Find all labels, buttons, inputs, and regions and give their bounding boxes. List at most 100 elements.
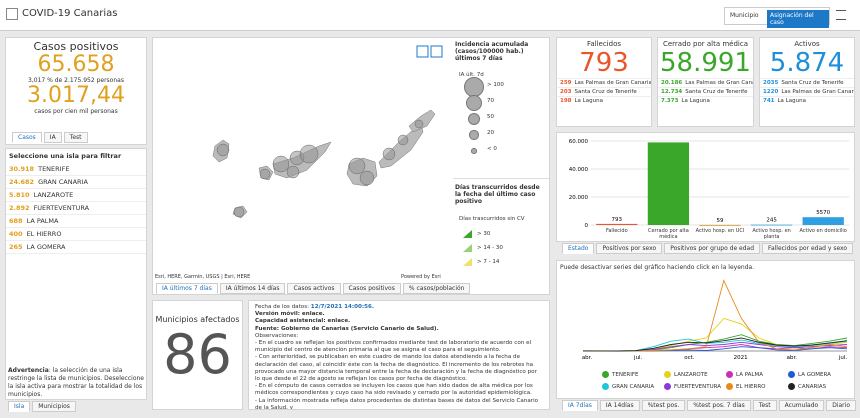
button[interactable]: Asignación del caso <box>767 10 829 28</box>
island-row[interactable]: 400 EL HIERRO <box>6 228 146 241</box>
circle <box>233 206 245 218</box>
tab[interactable]: Test <box>752 400 777 411</box>
layers-button[interactable] <box>430 45 443 58</box>
map <box>153 38 453 282</box>
kpi-row-value: 259 <box>560 80 572 86</box>
tab[interactable]: IA 7días <box>562 400 598 411</box>
legend-label: > 14 - 30 <box>477 245 503 251</box>
legend-label: EL HIERRO <box>736 383 766 390</box>
tab[interactable]: %test pos. <box>641 400 686 411</box>
x-tick-label: Fallecido <box>605 228 628 234</box>
legend-item[interactable]: LANZAROTE <box>664 371 708 378</box>
legend-swatch <box>602 371 609 378</box>
legend-label: CANARIAS <box>798 383 827 390</box>
legend-circle <box>465 94 483 112</box>
tab[interactable]: Positivos por grupo de edad <box>664 243 761 254</box>
legend-item[interactable]: LA GOMERA <box>788 371 831 378</box>
circle <box>397 134 409 146</box>
legend-label: TENERIFE <box>612 371 639 378</box>
legend-label: > 30 <box>477 231 491 237</box>
legend-item[interactable]: EL HIERRO <box>726 383 766 390</box>
tab[interactable]: Test <box>63 132 88 143</box>
kpi-row-name: Las Palmas de Gran Canaria <box>574 80 652 86</box>
legend-circle <box>471 148 477 154</box>
kpi-title: Activos <box>794 40 820 48</box>
home-button[interactable] <box>416 45 429 58</box>
tab[interactable]: Estado <box>562 243 595 254</box>
kpi-row-value: 198 <box>560 98 572 104</box>
legend-subtitle: IA últ. 7d <box>459 72 484 78</box>
legend-label: LA GOMERA <box>798 371 831 378</box>
kpi-value: 86 <box>163 323 232 386</box>
legend-swatch <box>463 258 472 266</box>
legend-swatch <box>788 371 795 378</box>
panel-title: Seleccione una isla para filtrar <box>9 152 122 160</box>
kpi-row: 2035 Santa Cruz de Tenerife <box>760 78 854 87</box>
legend-title: Incidencia acumulada (casos/100000 hab.)… <box>455 41 529 62</box>
tab[interactable]: % casos/población <box>402 283 471 294</box>
tab[interactable]: Casos <box>12 132 42 143</box>
value-label: 793 <box>612 217 623 223</box>
municipios-panel: Municipios afectados 86 <box>152 300 243 410</box>
island-row[interactable]: 5.810 LANZAROTE <box>6 189 146 202</box>
island-value: 30.918 <box>9 165 35 173</box>
legend-title: Días transcurridos desde la fecha del úl… <box>455 184 540 205</box>
legend-subtitle: Días trascurridos sin CV <box>459 216 525 222</box>
tabs: IA últimos 7 días IA últimos 14 días Casos… <box>156 283 471 294</box>
island-row[interactable]: 265 LA GOMERA <box>6 241 146 254</box>
app-title: COVID-19 Canarias <box>22 8 118 19</box>
tab[interactable]: Diario <box>826 400 856 411</box>
island-value: 5.810 <box>9 191 30 199</box>
kpi-row-name: Santa Cruz de Tenerife <box>574 89 637 95</box>
tab[interactable]: Positivos por sexo <box>596 243 663 254</box>
tab[interactable]: IA últimos 7 días <box>156 283 218 294</box>
tab[interactable]: Isla <box>8 401 31 412</box>
tab[interactable]: IA últimos 14 días <box>219 283 286 294</box>
kpi-row: 12.734 Santa Cruz de Tenerife <box>658 87 753 96</box>
tab[interactable]: Casos activos <box>287 283 341 294</box>
legend-circle <box>469 130 479 140</box>
kpi-row-value: 20.186 <box>661 80 683 86</box>
circle <box>414 119 424 129</box>
x-tick-label: 2021 <box>734 355 748 361</box>
line-chart: abr. jul. oct. 2021 abr. jul. <box>582 279 847 361</box>
positivos-panel: Casos positivos 65.658 3,017 % de 2.175.… <box>5 37 147 145</box>
kpi-row-name: Las Palmas de Gran Canaria <box>685 80 753 86</box>
tab[interactable]: Fallecidos por edad y sexo <box>762 243 854 254</box>
kpi-row-name: Santa Cruz de Tenerife <box>781 80 844 86</box>
kpi-row: 741 La Laguna <box>760 96 854 105</box>
tabs: Casos IA Test <box>12 132 88 143</box>
legend-item[interactable]: TENERIFE <box>602 371 639 378</box>
tab[interactable]: IA <box>43 132 62 143</box>
island-row[interactable]: 2.892 FUERTEVENTURA <box>6 202 146 215</box>
tab[interactable]: Casos positivos <box>342 283 401 294</box>
island-row[interactable]: 30.918 TENERIFE <box>6 163 146 176</box>
x-tick-label: Activo hosp. en UCI <box>695 228 745 234</box>
tab[interactable]: Acumulado <box>778 400 825 411</box>
legend-item[interactable]: FUERTEVENTURA <box>664 383 721 390</box>
legend-item[interactable]: CANARIAS <box>788 383 826 390</box>
legend-circle <box>467 112 481 126</box>
tab[interactable]: IA 14días <box>599 400 640 411</box>
legend-item[interactable]: LA PALMA <box>726 371 763 378</box>
island-row[interactable]: 688 LA PALMA <box>6 215 146 228</box>
circle <box>382 147 396 161</box>
warning-text: : la selección de una isla restringe la … <box>8 367 144 398</box>
menu-icon[interactable] <box>836 10 846 20</box>
tab[interactable]: Municipios <box>32 401 76 412</box>
info-line: - En el cuadro se reflejan los positivos… <box>255 340 532 354</box>
tab[interactable]: %test pos. 7 días <box>687 400 751 411</box>
x-tick-label: oct. <box>684 355 695 361</box>
island-row[interactable]: 24.682 GRAN CANARIA <box>6 176 146 189</box>
bar <box>596 223 638 225</box>
info-line: - Con anterioridad, se publicaban en est… <box>255 354 537 383</box>
legend-swatch <box>463 244 472 252</box>
circle <box>348 157 366 175</box>
attribution: Esri, HERE, Garmin, USGS | Esri, HERE <box>155 274 251 280</box>
panel-title: Casos positivos <box>33 40 119 53</box>
legend-label: FUERTEVENTURA <box>674 383 722 390</box>
button[interactable]: Municipio <box>730 12 759 19</box>
island-name: FUERTEVENTURA <box>33 204 90 212</box>
kpi-row-name: La Laguna <box>681 98 710 104</box>
legend-item[interactable]: GRAN CANARIA <box>602 383 654 390</box>
